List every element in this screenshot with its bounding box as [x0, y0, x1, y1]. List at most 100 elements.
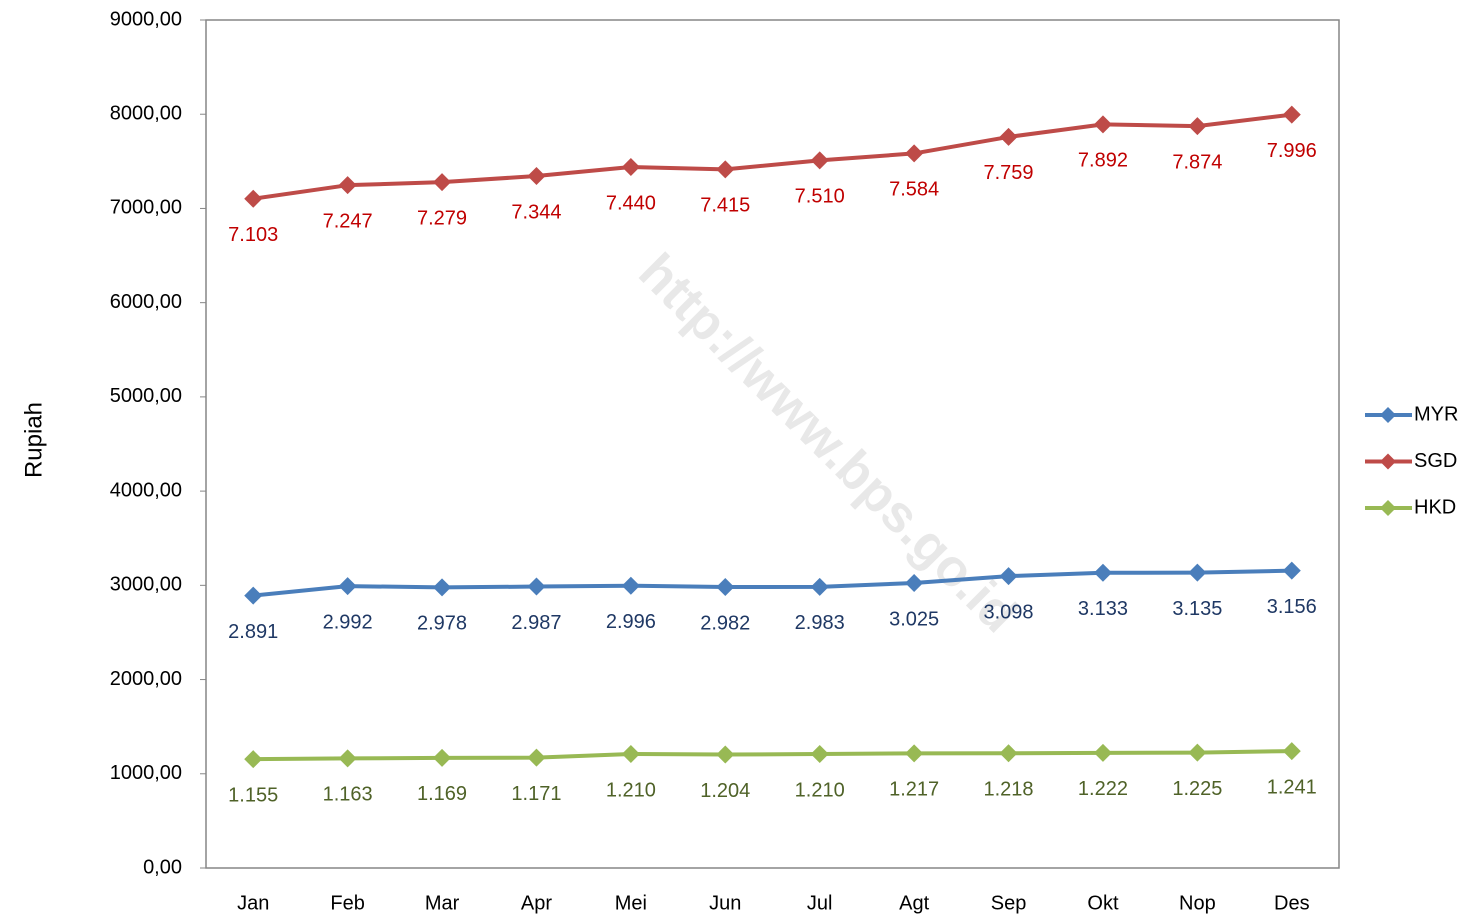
x-tick-label: Jun — [709, 892, 741, 914]
data-label: 2.982 — [700, 612, 750, 634]
data-label: 7.874 — [1172, 151, 1222, 173]
x-tick-label: Mar — [425, 892, 460, 914]
data-label: 7.892 — [1078, 150, 1128, 172]
legend-label: SGD — [1414, 450, 1457, 472]
x-tick-label: Jan — [237, 892, 269, 914]
x-tick-label: Mei — [615, 892, 647, 914]
marker — [999, 127, 1018, 146]
y-tick-label: 5000,00 — [110, 385, 182, 407]
y-tick-label: 1000,00 — [110, 762, 182, 784]
marker — [433, 173, 452, 192]
x-tick-label: Nop — [1179, 892, 1216, 914]
data-label: 7.584 — [889, 179, 939, 201]
marker — [1282, 742, 1301, 761]
data-label: 1.210 — [606, 779, 656, 801]
plot-area — [205, 19, 1340, 869]
marker — [433, 748, 452, 767]
series-line — [253, 568, 1292, 598]
data-label: 7.103 — [228, 224, 278, 246]
y-tick-label: 6000,00 — [110, 291, 182, 313]
data-label: 1.155 — [228, 784, 278, 806]
series-line — [253, 749, 1292, 762]
marker — [1188, 563, 1207, 582]
x-tick-label: Des — [1274, 892, 1310, 914]
series-line — [252, 112, 1293, 201]
y-tick-label: 4000,00 — [110, 479, 182, 501]
legend-marker — [1380, 407, 1396, 423]
data-label: 1.218 — [984, 779, 1034, 801]
marker — [527, 577, 546, 596]
x-tick-label: Jul — [807, 892, 833, 914]
data-label: 1.210 — [795, 779, 845, 801]
data-label: 1.169 — [417, 783, 467, 805]
marker — [621, 157, 640, 176]
watermark: http://www.bps.go.id — [627, 243, 1028, 644]
marker — [1188, 743, 1207, 762]
y-axis-label: Rupiah — [20, 402, 47, 478]
marker — [244, 586, 263, 605]
marker — [810, 744, 829, 763]
marker — [1188, 117, 1207, 136]
data-label: 7.440 — [606, 192, 656, 214]
y-tick-label: 8000,00 — [110, 103, 182, 125]
data-label: 3.133 — [1078, 598, 1128, 620]
marker — [1093, 743, 1112, 762]
marker — [244, 189, 263, 208]
marker — [810, 151, 829, 170]
marker — [1093, 115, 1112, 134]
data-label: 7.415 — [700, 195, 750, 217]
y-tick-label: 3000,00 — [110, 574, 182, 596]
data-label: 3.156 — [1267, 596, 1317, 618]
data-label: 7.510 — [795, 186, 845, 208]
marker — [716, 745, 735, 764]
marker — [999, 567, 1018, 586]
data-label: 3.135 — [1172, 598, 1222, 620]
x-tick-label: Okt — [1087, 892, 1119, 914]
data-label: 2.992 — [323, 611, 373, 633]
marker — [1282, 105, 1301, 124]
y-tick-label: 2000,00 — [110, 668, 182, 690]
marker — [905, 144, 924, 163]
data-label: 7.996 — [1267, 140, 1317, 162]
marker — [527, 167, 546, 186]
marker — [621, 576, 640, 595]
marker — [810, 577, 829, 596]
data-label: 3.025 — [889, 608, 939, 630]
data-label: 1.163 — [323, 784, 373, 806]
marker — [905, 573, 924, 592]
legend-label: MYR — [1414, 403, 1458, 425]
legend-label: HKD — [1414, 496, 1456, 518]
marker — [716, 578, 735, 597]
x-tick-label: Sep — [991, 892, 1027, 914]
marker — [433, 578, 452, 597]
data-label: 7.247 — [323, 210, 373, 232]
marker — [1093, 563, 1112, 582]
marker — [338, 577, 357, 596]
marker — [244, 750, 263, 769]
data-label: 1.171 — [511, 783, 561, 805]
legend-marker — [1380, 453, 1396, 470]
data-label: 7.344 — [511, 201, 561, 223]
data-label: 2.996 — [606, 611, 656, 633]
x-tick-label: Feb — [330, 892, 364, 914]
marker — [999, 744, 1018, 763]
data-label: 2.978 — [417, 613, 467, 635]
data-label: 2.891 — [228, 621, 278, 643]
x-tick-label: Apr — [521, 892, 552, 914]
x-tick-label: Agt — [899, 892, 929, 914]
marker — [621, 744, 640, 763]
data-label: 1.225 — [1172, 778, 1222, 800]
y-tick-label: 7000,00 — [110, 197, 182, 219]
data-label: 1.217 — [889, 779, 939, 801]
data-label: 2.987 — [511, 612, 561, 634]
marker — [527, 748, 546, 767]
marker — [905, 744, 924, 763]
marker — [338, 176, 357, 195]
marker — [338, 749, 357, 768]
data-label: 1.222 — [1078, 778, 1128, 800]
marker — [1282, 561, 1301, 580]
marker — [716, 160, 735, 179]
data-label: 7.759 — [984, 162, 1034, 184]
data-label: 1.241 — [1267, 776, 1317, 798]
